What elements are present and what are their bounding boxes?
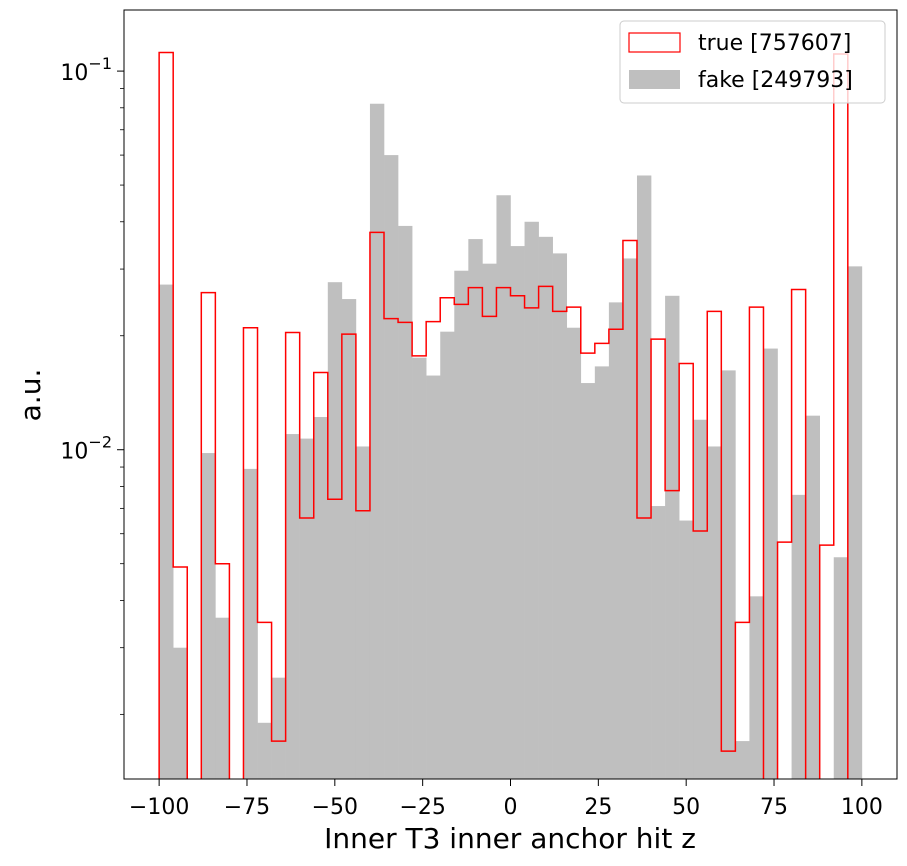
legend-label-true: true [757607] <box>698 31 851 56</box>
legend-frame <box>619 20 886 104</box>
fake-bar <box>594 366 610 779</box>
true-step-segment <box>242 231 765 779</box>
fake-bar <box>510 246 525 780</box>
fake-bar <box>313 417 329 779</box>
true-step-segment <box>818 53 849 779</box>
fake-bar <box>271 677 286 779</box>
x-tick-label: −50 <box>312 795 358 820</box>
fake-bar <box>468 239 483 779</box>
fake-bar <box>566 327 582 779</box>
fake-bar <box>369 103 385 779</box>
fake-bar <box>327 282 343 779</box>
true-step-segment <box>200 291 231 779</box>
fake-bar <box>257 722 272 779</box>
true-step-segment <box>776 288 807 779</box>
fake-bar <box>805 415 820 779</box>
x-tick-label: 25 <box>584 795 612 820</box>
fake-bar <box>201 453 216 779</box>
fake-bar <box>552 253 568 779</box>
y-tick-label: 10−1 <box>60 54 112 86</box>
x-tick-label: −75 <box>224 795 270 820</box>
y-tick-label: 10−2 <box>60 433 112 465</box>
fake-bar <box>398 225 413 779</box>
x-tick-label: 75 <box>760 795 788 820</box>
fake-bar <box>243 468 258 779</box>
fake-bar <box>665 295 680 779</box>
true-step-segment <box>158 51 188 779</box>
fake-bar <box>651 506 666 779</box>
fake-bar <box>482 263 497 779</box>
fake-bar <box>454 270 469 779</box>
x-tick-label: −25 <box>399 795 445 820</box>
x-axis-ticks: −100 −75 −50 −25 0 25 50 75 100 <box>129 779 883 820</box>
fake-bar <box>412 357 427 779</box>
fake-bar <box>159 284 174 779</box>
fake-bar <box>693 419 708 779</box>
legend-swatch-fake <box>629 70 680 89</box>
fake-bar <box>763 348 778 779</box>
x-tick-label: −100 <box>129 795 189 820</box>
fake-bar <box>622 258 638 779</box>
fake-bar <box>384 155 399 779</box>
fake-bar <box>299 438 315 779</box>
fake-series-bars <box>159 103 863 780</box>
fake-bar <box>285 434 300 779</box>
fake-bar <box>496 195 511 780</box>
fake-bar <box>580 383 596 779</box>
fake-bar <box>608 302 624 779</box>
fake-bar <box>833 557 849 779</box>
fake-bar <box>679 520 694 779</box>
y-axis-title: a.u. <box>14 369 47 422</box>
legend-label-fake: fake [249793] <box>698 68 853 93</box>
legend: true [757607] fake [249793] <box>619 20 886 104</box>
fake-bar <box>749 596 764 779</box>
y-axis-ticks: 10−1 10−2 <box>60 54 124 715</box>
fake-bar <box>636 175 652 779</box>
true-series-steps <box>158 51 849 779</box>
fake-bar <box>215 617 230 779</box>
fake-bar <box>440 331 455 779</box>
x-tick-label: 0 <box>504 795 518 820</box>
x-tick-label: 50 <box>672 795 700 820</box>
fake-bar <box>721 370 736 779</box>
fake-bar <box>791 494 806 779</box>
fake-bar <box>341 299 357 779</box>
fake-bar <box>355 446 371 779</box>
x-tick-label: 100 <box>841 795 883 820</box>
fake-bar <box>538 236 553 780</box>
fake-bar <box>426 375 441 779</box>
fake-bar <box>707 446 722 779</box>
fake-bar <box>524 221 539 780</box>
fake-bar <box>847 266 863 779</box>
legend-swatch-true <box>628 32 681 53</box>
fake-bar <box>735 741 750 779</box>
fake-bar <box>173 647 188 779</box>
x-axis-title: Inner T3 inner anchor hit z <box>324 822 696 855</box>
